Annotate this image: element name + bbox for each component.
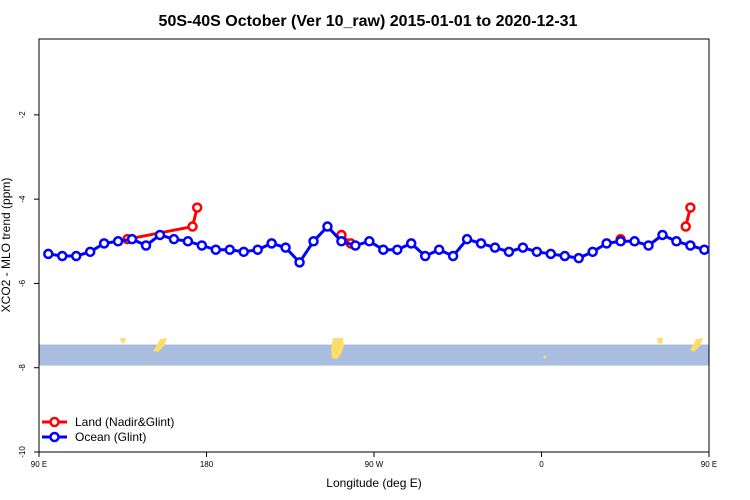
ocean-series-point bbox=[559, 250, 571, 262]
legend-land-marker bbox=[49, 416, 60, 428]
ocean-series-point bbox=[182, 236, 194, 247]
ocean-series-point bbox=[685, 240, 696, 251]
y-tick-label-3: -4 bbox=[18, 195, 27, 203]
land-series-segment-3-point bbox=[685, 202, 696, 213]
x-tick-label-1: 180 bbox=[200, 460, 214, 469]
land-patch-nz-east bbox=[690, 338, 703, 352]
ocean-series-point bbox=[447, 250, 459, 262]
ocean-series-point bbox=[98, 238, 110, 249]
land-patch-south-america bbox=[331, 338, 344, 359]
ocean-series-point bbox=[140, 240, 152, 251]
ocean-series-point bbox=[350, 240, 361, 251]
y-tick-label-4: -2 bbox=[18, 111, 27, 119]
ocean-series-point bbox=[615, 236, 626, 247]
ocean-series-point bbox=[657, 229, 668, 241]
ocean-series-point bbox=[57, 250, 68, 262]
land-patch-nz-south bbox=[120, 338, 126, 344]
ocean-series-point bbox=[224, 244, 236, 255]
ocean-series-point bbox=[84, 246, 96, 258]
ocean-series-point bbox=[43, 248, 54, 260]
ocean-series-point bbox=[545, 248, 557, 260]
x-tick-label-0: 90 E bbox=[31, 460, 47, 469]
ocean-series-point bbox=[573, 252, 584, 264]
land-series-segment-0-point bbox=[187, 221, 198, 232]
x-tick-label-3: 0 bbox=[539, 460, 544, 469]
x-tick-label-2: 90 W bbox=[365, 460, 384, 469]
ocean-series-point bbox=[461, 233, 473, 245]
ocean-series-point bbox=[433, 244, 445, 255]
ocean-series-point bbox=[126, 233, 138, 245]
ocean-series-point bbox=[280, 242, 291, 253]
ocean-band bbox=[39, 344, 709, 366]
ocean-series-point bbox=[671, 236, 682, 247]
ocean-series-point bbox=[601, 238, 612, 249]
x-tick-label-4: 90 E bbox=[701, 460, 717, 469]
ocean-series-point bbox=[475, 238, 487, 249]
ocean-series-point bbox=[252, 244, 263, 255]
ocean-series-point bbox=[266, 238, 277, 249]
ocean-series-point bbox=[531, 246, 543, 258]
x-axis: 90 E 180 90 W 0 90 E bbox=[31, 452, 717, 469]
land-series-segment-3 bbox=[680, 202, 696, 232]
land-patches bbox=[120, 338, 703, 359]
ocean-series-point bbox=[168, 233, 180, 245]
ocean-series-point bbox=[70, 250, 82, 262]
land-patch-nz-north bbox=[153, 338, 167, 352]
ocean-series-point bbox=[643, 240, 654, 251]
land-series-segment-0-point bbox=[191, 202, 203, 213]
ocean-series bbox=[43, 221, 710, 268]
ocean-series-point bbox=[364, 236, 375, 247]
ocean-series-point bbox=[238, 246, 249, 258]
y-tick-label-0: -10 bbox=[18, 446, 27, 458]
legend-land-label: Land (Nadir&Glint) bbox=[75, 415, 174, 429]
ocean-series-point bbox=[503, 246, 515, 258]
ocean-series-point bbox=[629, 236, 640, 247]
ocean-series-point bbox=[294, 257, 305, 268]
ocean-series-point bbox=[587, 246, 598, 258]
series-layer bbox=[43, 202, 710, 268]
land-patch-island bbox=[543, 355, 547, 359]
ocean-series-point bbox=[489, 242, 501, 253]
ocean-series-point bbox=[196, 240, 208, 251]
ocean-series-point bbox=[699, 244, 710, 255]
ocean-series-point bbox=[154, 229, 166, 241]
ocean-series-point bbox=[210, 244, 222, 255]
ocean-series-point bbox=[336, 236, 347, 247]
chart-title: 50S-40S October (Ver 10_raw) 2015-01-01 … bbox=[159, 13, 578, 30]
y-tick-label-2: -6 bbox=[18, 279, 27, 287]
ocean-series-point bbox=[378, 244, 389, 255]
y-axis-label: XCO2 - MLO trend (ppm) bbox=[0, 178, 13, 313]
ocean-series-point bbox=[405, 238, 417, 249]
ocean-series-point bbox=[112, 236, 124, 247]
land-patch-tasmania bbox=[657, 338, 663, 344]
legend: Land (Nadir&Glint) Ocean (Glint) bbox=[42, 415, 174, 444]
legend-ocean-label: Ocean (Glint) bbox=[75, 430, 146, 444]
ocean-series-point bbox=[419, 250, 431, 262]
ocean-series-point bbox=[308, 236, 319, 247]
ocean-series-point bbox=[322, 221, 333, 232]
land-series-segment-3-point bbox=[680, 221, 691, 232]
x-axis-label: Longitude (deg E) bbox=[326, 476, 421, 490]
y-axis: -10 -8 -6 -4 -2 bbox=[18, 111, 39, 458]
legend-ocean-marker bbox=[49, 431, 60, 443]
ocean-series-point bbox=[392, 244, 403, 255]
ocean-series-point bbox=[517, 242, 529, 253]
y-tick-label-1: -8 bbox=[18, 364, 27, 372]
